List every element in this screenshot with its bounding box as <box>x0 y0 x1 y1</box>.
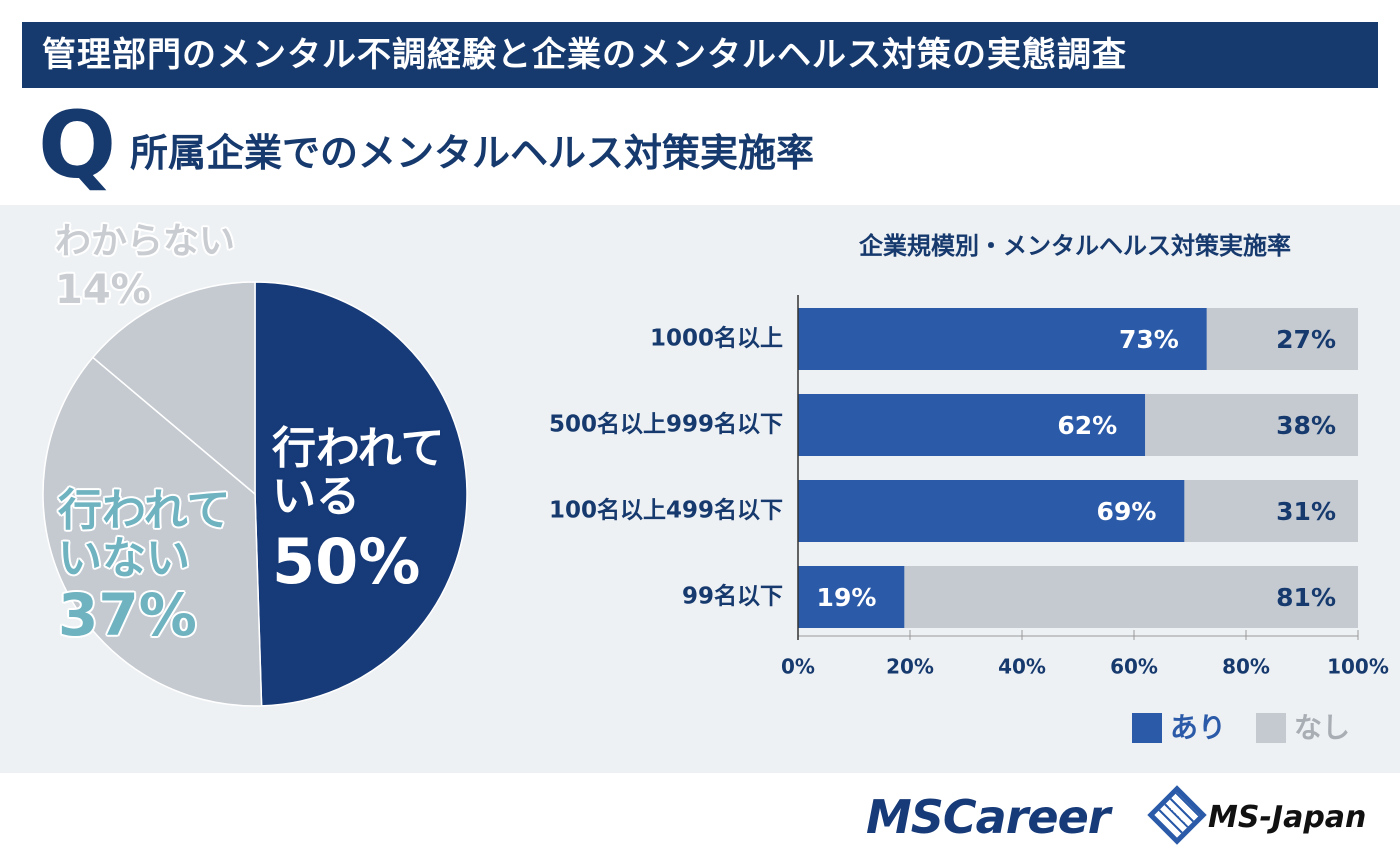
pie-category-label: 行われていない <box>58 485 231 585</box>
pie-value-label: 50% <box>272 525 421 598</box>
legend-swatch <box>1256 713 1286 743</box>
bar-segment <box>1184 480 1358 542</box>
x-tick-label: 100% <box>1327 655 1389 679</box>
pie-slice <box>91 281 256 496</box>
bar-segment <box>798 566 905 628</box>
bar-segment <box>798 480 1185 542</box>
legend-swatch <box>1132 713 1162 743</box>
logo: MS-Japan <box>1208 800 1367 835</box>
y-tick-label: 99名以下 <box>682 583 783 610</box>
legend-label: なし <box>1294 711 1350 744</box>
header-title: 管理部門のメンタル不調経験と企業のメンタルヘルス対策の実態調査 <box>22 22 1378 88</box>
pie-slice <box>254 281 468 707</box>
bar-segment <box>798 308 1207 370</box>
x-tick-label: 40% <box>998 655 1046 679</box>
data-label: 38% <box>1276 411 1336 440</box>
data-label: 69% <box>1097 497 1157 526</box>
question-text: 所属企業でのメンタルヘルス対策実施率 <box>130 131 815 175</box>
data-label: 73% <box>1119 325 1179 354</box>
y-tick-label: 1000名以上 <box>650 325 783 352</box>
data-label: 27% <box>1276 325 1336 354</box>
data-label: 81% <box>1276 583 1336 612</box>
data-label: 19% <box>817 583 877 612</box>
chart-title: 企業規模別・メンタルヘルス対策実施率 <box>859 232 1291 260</box>
x-tick-label: 20% <box>886 655 934 679</box>
data-label: 31% <box>1276 497 1336 526</box>
data-label: 62% <box>1057 411 1117 440</box>
x-tick-label: 80% <box>1222 655 1270 679</box>
pie-value-label: 37% <box>58 581 197 649</box>
y-tick-label: 500名以上999名以下 <box>549 411 783 438</box>
logo: MSCareer <box>866 790 1110 844</box>
pie-category-label: 行われている <box>272 423 445 523</box>
x-tick-label: 0% <box>781 655 815 679</box>
x-tick-label: 60% <box>1110 655 1158 679</box>
bar-segment <box>798 394 1146 456</box>
pie-category-label: わからない <box>55 221 236 262</box>
pie-value-label: 14% <box>55 267 151 313</box>
bar-segment <box>1206 308 1358 370</box>
question-mark: Q <box>38 92 117 199</box>
legend-label: あり <box>1170 711 1226 744</box>
bar-segment <box>1145 394 1358 456</box>
y-tick-label: 100名以上499名以下 <box>549 497 783 524</box>
bar-segment <box>904 566 1358 628</box>
pie-slice <box>42 356 263 707</box>
